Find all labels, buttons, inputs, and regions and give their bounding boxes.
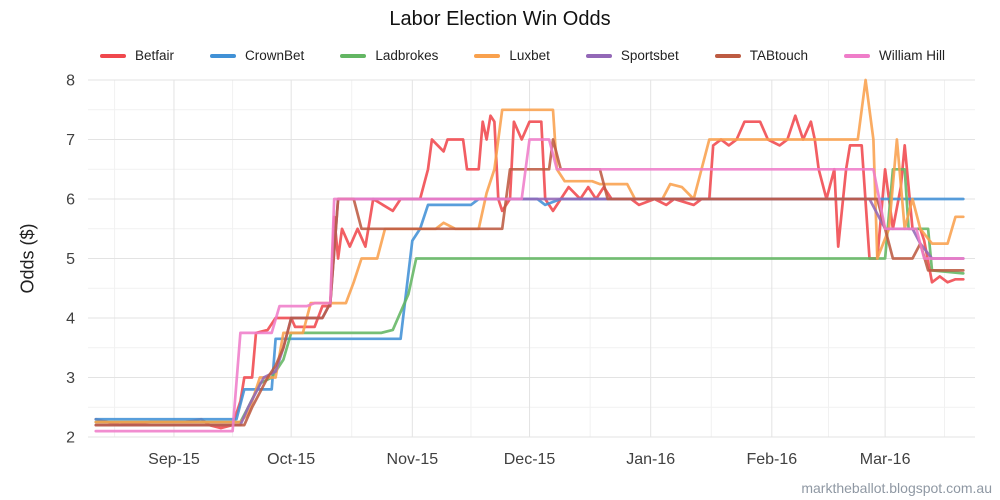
legend-item-betfair: Betfair <box>100 48 174 63</box>
legend-label: William Hill <box>878 48 945 63</box>
watermark: marktheballot.blogspot.com.au <box>801 480 992 496</box>
y-tick-label: 8 <box>66 73 75 90</box>
legend-swatch <box>585 53 612 58</box>
series-line-william-hill <box>94 138 965 433</box>
legend-label: Luxbet <box>509 48 550 63</box>
legend-item-crownbet: CrownBet <box>210 48 304 63</box>
legend-label: Ladbrokes <box>375 48 439 63</box>
legend-item-william-hill: William Hill <box>843 48 945 63</box>
y-tick-label: 2 <box>66 430 75 447</box>
x-tick-label: Dec-15 <box>504 451 556 468</box>
legend-item-luxbet: Luxbet <box>474 48 550 63</box>
legend-item-ladbrokes: Ladbrokes <box>340 48 438 63</box>
legend-swatch <box>210 53 237 58</box>
y-tick-label: 4 <box>66 311 75 328</box>
legend: Betfair CrownBet Ladbrokes Luxbet Sportsbet T… <box>100 48 945 63</box>
y-tick-label: 7 <box>66 132 75 149</box>
legend-label: Sportsbet <box>620 48 679 63</box>
legend-label: TABtouch <box>749 48 808 63</box>
series-line-tabtouch <box>94 138 965 427</box>
chart-title: Labor Election Win Odds <box>389 8 611 30</box>
y-tick-label: 3 <box>66 370 75 387</box>
x-tick-label: Feb-16 <box>746 451 797 468</box>
y-axis-title: Odds ($) <box>17 223 38 294</box>
y-tick-label: 5 <box>66 251 75 268</box>
x-tick-label: Nov-15 <box>387 451 439 468</box>
legend-swatch <box>340 53 367 58</box>
legend-swatch <box>100 53 126 58</box>
series-line-betfair <box>94 114 965 430</box>
legend-swatch <box>714 53 741 58</box>
x-tick-label: Sep-15 <box>148 451 200 468</box>
x-tick-label: Jan-16 <box>626 451 675 468</box>
y-tick-label: 6 <box>66 192 75 209</box>
legend-label: Betfair <box>135 48 175 63</box>
x-tick-label: Oct-15 <box>267 451 315 468</box>
x-tick-label: Mar-16 <box>860 451 911 468</box>
legend-label: CrownBet <box>245 48 305 63</box>
legend-swatch <box>474 53 501 58</box>
legend-item-tabtouch: TABtouch <box>714 48 808 63</box>
legend-item-sportsbet: Sportsbet <box>585 48 679 63</box>
legend-swatch <box>843 53 870 58</box>
